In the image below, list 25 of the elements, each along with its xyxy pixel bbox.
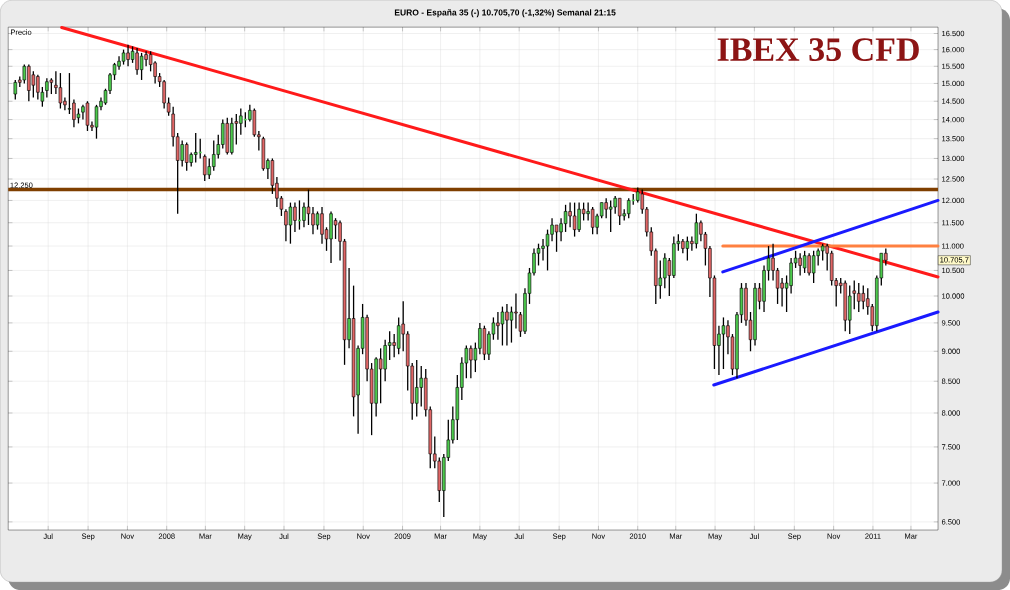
candlestick bbox=[500, 305, 505, 347]
candlestick bbox=[685, 235, 690, 262]
candlestick bbox=[802, 250, 807, 274]
candlestick bbox=[563, 204, 568, 233]
candlestick bbox=[608, 199, 613, 233]
candlestick bbox=[554, 224, 559, 253]
candlestick bbox=[139, 52, 144, 81]
candlestick bbox=[315, 210, 320, 231]
candlestick bbox=[31, 70, 36, 99]
candlestick bbox=[184, 141, 189, 172]
candlestick bbox=[694, 213, 699, 250]
candlestick bbox=[396, 316, 401, 355]
candlestick bbox=[378, 347, 383, 404]
chart-title: IBEX 35 CFD bbox=[717, 38, 919, 62]
candlestick bbox=[288, 201, 293, 245]
candlestick bbox=[45, 77, 49, 99]
chart-subtitle: EURO - España 35 (-) 10.705,70 (-1,32%) Semanal 21:15 bbox=[394, 9, 616, 18]
candlestick bbox=[617, 197, 622, 226]
candlestick bbox=[203, 153, 207, 182]
candlestick bbox=[13, 79, 18, 101]
candlestick bbox=[572, 201, 577, 238]
candlestick bbox=[811, 250, 816, 284]
candlestick bbox=[58, 72, 63, 110]
candlestick bbox=[590, 206, 595, 235]
candlestick bbox=[85, 100, 90, 132]
